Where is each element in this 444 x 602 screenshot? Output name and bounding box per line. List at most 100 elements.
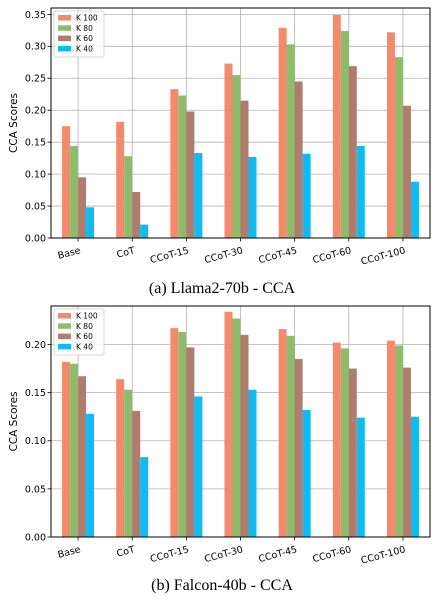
x-tick-label: CCoT-60 [312, 544, 353, 565]
x-tick-label: CCoT-45 [257, 544, 298, 565]
legend-swatch [58, 15, 71, 21]
bar [340, 348, 349, 537]
legend-swatch [58, 313, 71, 319]
x-tick-label: CCoT-30 [203, 544, 244, 565]
x-tick-label: CCoT-15 [149, 245, 190, 266]
bar [86, 413, 95, 537]
bar [286, 44, 295, 238]
legend-box [53, 10, 105, 58]
bar [62, 361, 71, 537]
x-tick-label: CCoT-30 [203, 245, 244, 266]
bar [178, 95, 187, 239]
y-tick-label: 0.10 [25, 436, 46, 447]
bar [386, 340, 395, 537]
y-tick-label: 0.20 [25, 340, 46, 351]
bar [78, 376, 87, 537]
legend-label: K 100 [76, 312, 98, 321]
bar [294, 81, 303, 238]
legend-label: K 100 [76, 14, 98, 23]
bar [240, 100, 249, 238]
x-tick-label: Base [57, 245, 82, 262]
y-tick-label: 0.05 [25, 484, 46, 495]
bar [348, 66, 357, 238]
y-axis-label: CCA Scores [8, 93, 20, 153]
x-tick-label: Base [57, 544, 82, 561]
legend-swatch [58, 35, 71, 42]
bar [140, 224, 149, 238]
bar [402, 367, 411, 537]
x-tick-label: CCoT-45 [257, 245, 298, 266]
bar [240, 334, 249, 537]
legend-box [53, 308, 105, 356]
bar [78, 177, 87, 238]
bar [348, 368, 357, 537]
bar [70, 363, 79, 537]
bars [62, 311, 419, 537]
bar [132, 192, 141, 238]
bar [194, 396, 203, 537]
y-tick-label: 0.30 [25, 42, 46, 53]
bar [356, 417, 365, 537]
bar [170, 89, 179, 238]
bar [248, 389, 257, 537]
bar [302, 409, 311, 537]
x-tick-label: CCoT-15 [149, 544, 190, 565]
bars [62, 15, 419, 239]
bar [294, 358, 303, 537]
legend-swatch [58, 343, 71, 350]
y-tick-label: 0.10 [25, 170, 46, 181]
chart-panel-llama2: 0.00 0.05 0.10 0.15 0.20 0.25 0.30 0.35 Base CoT C… [8, 7, 431, 297]
bar [410, 181, 419, 238]
bar [132, 410, 141, 537]
bar [410, 416, 419, 537]
bar [224, 63, 233, 239]
bar [286, 335, 295, 537]
bar [332, 342, 341, 537]
bar [124, 156, 133, 238]
bar [278, 27, 287, 238]
chart-panel-falcon: 0.00 0.05 0.10 0.15 0.20 Base CoT CCoT-15 CCoT-3… [8, 305, 431, 594]
y-tick-label: 0.05 [25, 201, 46, 212]
bar [402, 105, 411, 238]
y-axis-label: CCA Scores [8, 391, 20, 451]
legend-label: K 40 [76, 44, 93, 53]
bar [116, 121, 125, 238]
bar [356, 146, 365, 238]
bar [394, 57, 403, 238]
x-tick-label: CCoT-100 [360, 245, 407, 267]
bar [332, 15, 341, 239]
bar [194, 153, 203, 238]
x-tick-label: CCoT-100 [360, 544, 407, 566]
bar [394, 345, 403, 537]
legend-swatch [58, 45, 71, 52]
y-tick-label: 0.35 [25, 10, 46, 21]
legend-swatch [58, 333, 71, 340]
y-tick-label: 0.15 [25, 138, 46, 149]
bar [278, 329, 287, 537]
bar [170, 328, 179, 537]
figure-caption: (a) Llama2-70b - CCA [149, 280, 296, 297]
bar [116, 379, 125, 537]
bar [232, 75, 241, 238]
legend-label: K 40 [76, 342, 93, 351]
legend-label: K 80 [76, 322, 93, 331]
bar [86, 207, 95, 238]
x-tick-label: CCoT-60 [312, 245, 353, 266]
y-tick-label: 0.20 [25, 106, 46, 117]
x-tick-label: CoT [116, 245, 137, 260]
bar [232, 318, 241, 537]
legend-label: K 60 [76, 34, 93, 43]
legend-label: K 60 [76, 332, 93, 341]
bar [140, 457, 149, 537]
y-tick-label: 0.00 [25, 233, 46, 244]
bar [224, 311, 233, 537]
bar [62, 126, 71, 238]
bar [124, 389, 133, 537]
bar [186, 111, 195, 238]
bar [186, 347, 195, 537]
legend-swatch [58, 323, 71, 329]
